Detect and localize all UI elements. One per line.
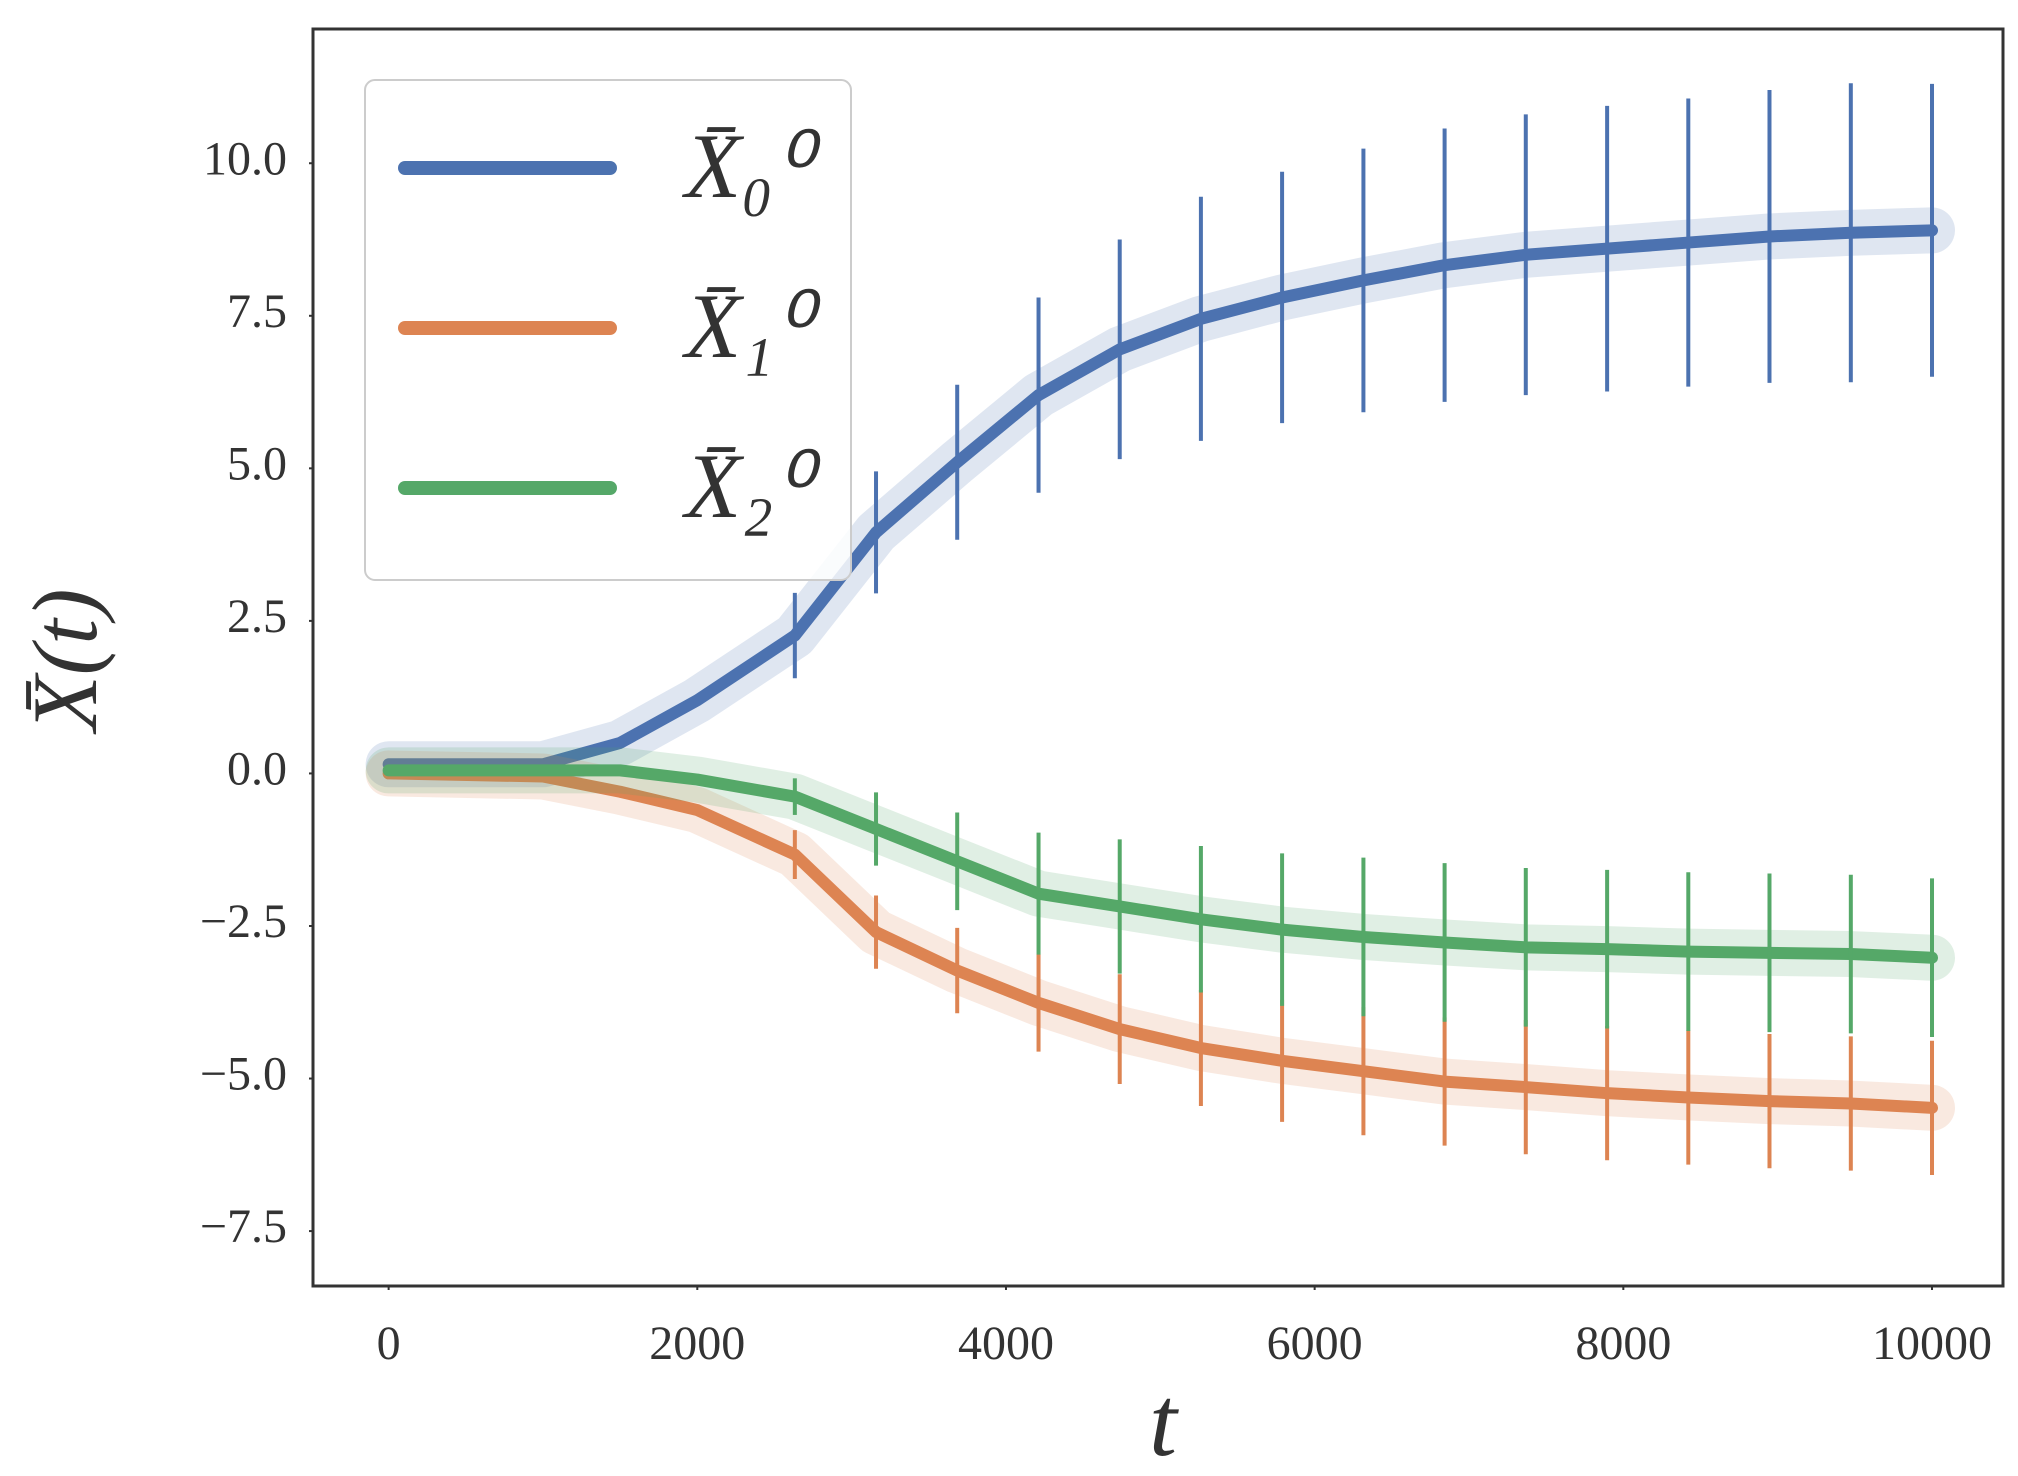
x-tick-label: 6000 (1267, 1317, 1363, 1370)
x-tick-label: 2000 (649, 1317, 745, 1370)
legend-label: X̄₀⁰ (681, 115, 822, 217)
y-tick-label: −7.5 (200, 1200, 287, 1253)
y-tick-label: −5.0 (200, 1048, 287, 1101)
x-tick-label: 10000 (1872, 1317, 1992, 1370)
legend-label: X̄₁⁰ (681, 275, 822, 377)
y-axis-label: X̄(t) (14, 588, 116, 735)
y-tick-label: 2.5 (227, 590, 287, 643)
x-tick-label: 4000 (958, 1317, 1054, 1370)
legend: X̄₀⁰ X̄₁⁰ X̄₂⁰ (364, 79, 852, 581)
legend-label: X̄₂⁰ (681, 435, 822, 537)
y-tick-label: 5.0 (227, 437, 287, 490)
plot-frame (311, 27, 2005, 1288)
y-tick-label: 7.5 (227, 285, 287, 338)
y-tick-label: 10.0 (203, 132, 287, 185)
y-tick-label: 0.0 (227, 742, 287, 795)
x-tick-label: 0 (377, 1317, 401, 1370)
x-axis-label: t (1149, 1366, 1179, 1476)
x-tick-label: 8000 (1575, 1317, 1671, 1370)
y-tick-label: −2.5 (200, 895, 287, 948)
